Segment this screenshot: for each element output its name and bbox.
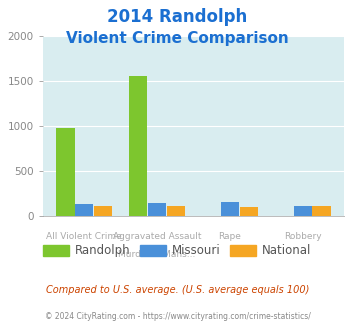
Text: Aggravated Assault: Aggravated Assault (113, 232, 201, 241)
Bar (240, 207, 258, 216)
Bar (294, 206, 312, 216)
Bar (94, 206, 112, 216)
Bar (167, 206, 185, 216)
Text: Violent Crime Comparison: Violent Crime Comparison (66, 31, 289, 46)
Legend: Randolph, Missouri, National: Randolph, Missouri, National (41, 242, 314, 260)
Bar (221, 202, 239, 216)
Text: Robbery: Robbery (284, 232, 321, 241)
Text: Rape: Rape (218, 232, 241, 241)
Bar (56, 128, 75, 216)
Text: 2014 Randolph: 2014 Randolph (107, 8, 248, 26)
Text: © 2024 CityRating.com - https://www.cityrating.com/crime-statistics/: © 2024 CityRating.com - https://www.city… (45, 312, 310, 321)
Bar (312, 206, 331, 216)
Text: Murder & Mans...: Murder & Mans... (119, 250, 196, 259)
Text: All Violent Crime: All Violent Crime (47, 232, 122, 241)
Text: Compared to U.S. average. (U.S. average equals 100): Compared to U.S. average. (U.S. average … (46, 285, 309, 295)
Bar (129, 76, 147, 216)
Bar (148, 203, 166, 216)
Bar (75, 205, 93, 216)
